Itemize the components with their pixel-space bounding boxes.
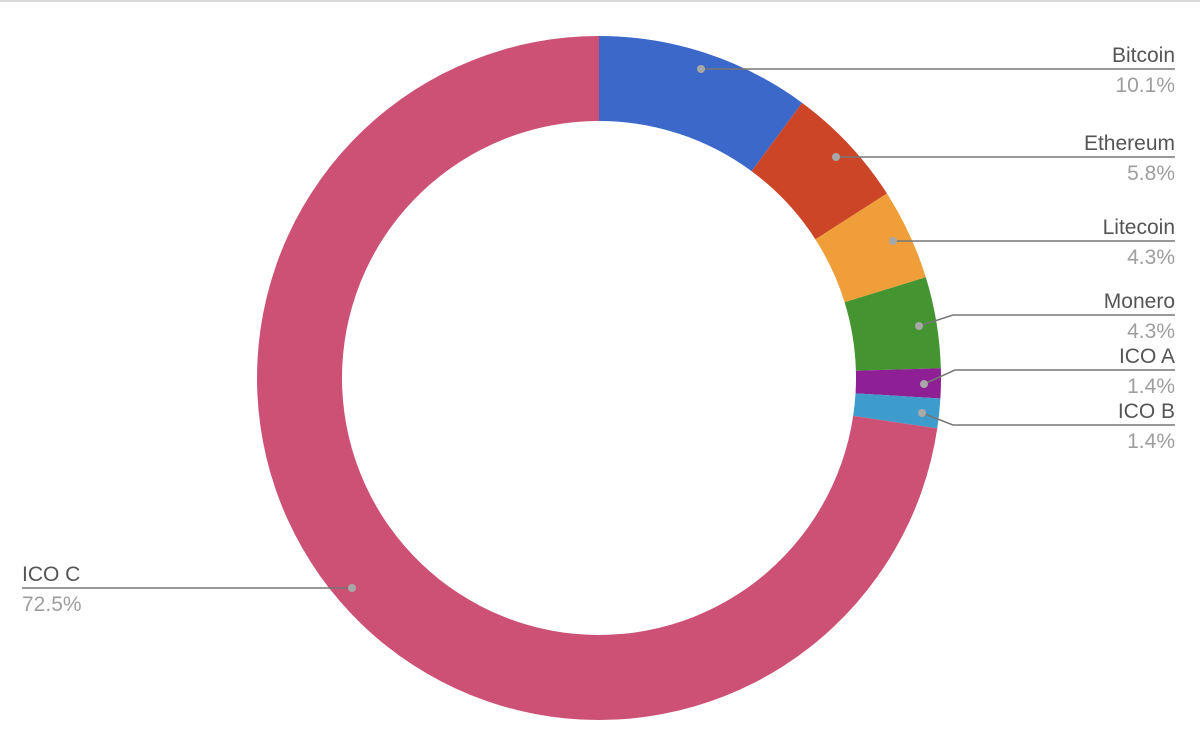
slice-bitcoin: [599, 36, 803, 172]
slice-ethereum: [751, 102, 887, 240]
leader-dot-monero: [915, 322, 923, 330]
slice-value-monero: 4.3%: [1127, 320, 1175, 343]
leader-dot-litecoin: [889, 237, 897, 245]
slice-value-ico-a: 1.4%: [1127, 375, 1175, 398]
top-border: [0, 0, 1200, 2]
leader-dot-ico-b: [918, 409, 926, 417]
slice-monero: [844, 277, 941, 371]
leader-dot-ico-a: [920, 380, 928, 388]
slice-label-monero: Monero: [1104, 290, 1175, 313]
slice-value-ethereum: 5.8%: [1127, 162, 1175, 185]
slice-label-ico-c: ICO C: [22, 563, 80, 586]
slice-label-ico-a: ICO A: [1119, 345, 1175, 368]
leader-line-ico-b: [921, 412, 1175, 426]
slice-value-ico-b: 1.4%: [1127, 430, 1175, 453]
slice-value-bitcoin: 10.1%: [1115, 74, 1175, 97]
slice-ico-a: [855, 368, 942, 399]
leader-line-ico-a: [923, 369, 1175, 385]
slice-label-ico-b: ICO B: [1118, 400, 1175, 423]
leader-dot-ethereum: [832, 153, 840, 161]
slice-label-ethereum: Ethereum: [1084, 132, 1175, 155]
slice-label-litecoin: Litecoin: [1103, 216, 1175, 239]
slice-ico-b: [853, 393, 941, 429]
slice-litecoin: [815, 193, 926, 303]
leader-dot-bitcoin: [697, 65, 705, 73]
slice-value-litecoin: 4.3%: [1127, 246, 1175, 269]
leader-dot-ico-c: [348, 584, 356, 592]
leader-line-monero: [918, 314, 1175, 327]
slice-label-bitcoin: Bitcoin: [1112, 44, 1175, 67]
slice-value-ico-c: 72.5%: [22, 593, 82, 616]
